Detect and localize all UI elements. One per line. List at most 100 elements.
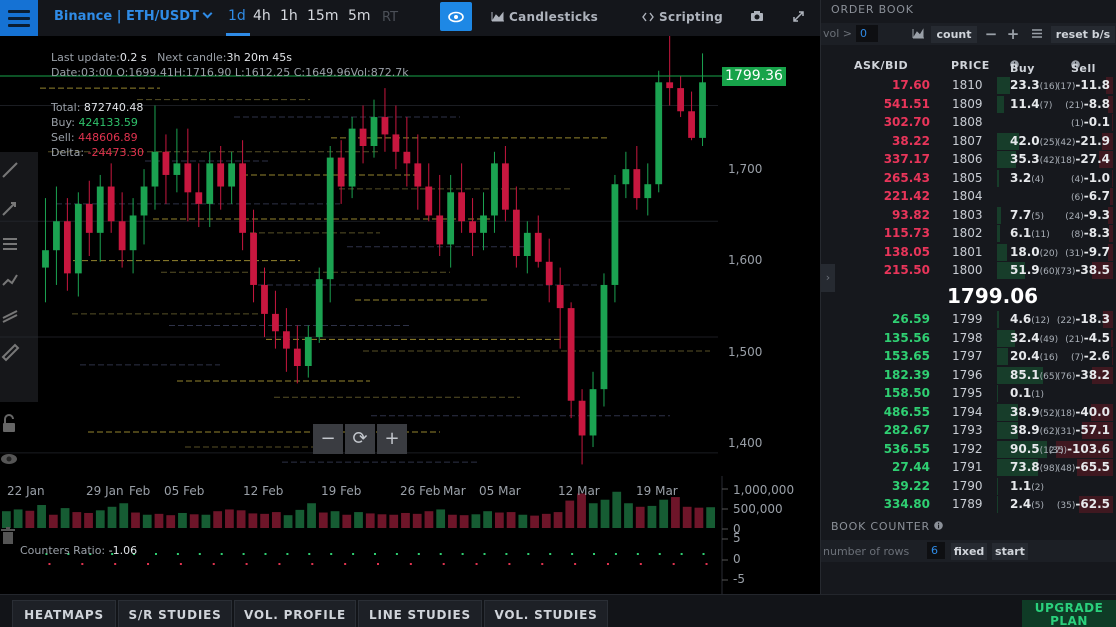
- horizontal-lines-icon[interactable]: [0, 234, 20, 254]
- volume-bar: [72, 512, 82, 528]
- bid-row[interactable]: 27.44 1791 73.8(98) (48)-65.5: [821, 458, 1116, 477]
- timeframe-1d[interactable]: 1d: [228, 8, 246, 24]
- zoom-in-button[interactable]: +: [377, 424, 407, 454]
- pair-selector[interactable]: Binance | ETH/USDT: [54, 8, 213, 24]
- info-icon[interactable]: [934, 521, 944, 530]
- timeframe-4h[interactable]: 4h: [253, 8, 271, 24]
- plus-button[interactable]: +: [1006, 25, 1020, 43]
- ask-row[interactable]: 17.60 1810 23.3(16) (17)-11.8: [821, 76, 1116, 95]
- ohlc-readout: Date:03:00 O:1699.41H:1716.90 L:1612.25 …: [51, 66, 409, 79]
- bid-row[interactable]: 158.50 1795 0.1(1): [821, 384, 1116, 403]
- bid-row[interactable]: 39.22 1790 1.1(2): [821, 477, 1116, 496]
- price-level: 1806: [952, 152, 983, 166]
- chart-area-icon[interactable]: [912, 28, 925, 39]
- price-chart[interactable]: Last update:0.2 s Next candle:3h 20m 45s…: [0, 36, 820, 594]
- bid-row[interactable]: 26.59 1799 4.6(12) (22)-18.3: [821, 310, 1116, 329]
- price-level: 1796: [952, 367, 983, 382]
- counter-dot: [245, 563, 248, 565]
- bid-row[interactable]: 334.80 1789 2.4(5) (35)-62.5: [821, 495, 1116, 514]
- header-sell: Sell: [1071, 60, 1096, 75]
- counter-dot: [377, 563, 379, 565]
- ruler-icon[interactable]: [0, 342, 20, 362]
- info-icon[interactable]: [1010, 60, 1019, 69]
- vol-filter-input[interactable]: 0: [856, 25, 878, 42]
- buy-volume-bar: [997, 477, 999, 495]
- candle-body: [545, 261, 553, 285]
- buy-volume-bar: [997, 262, 1025, 279]
- bid-row[interactable]: 182.39 1796 85.1(65) (76)-38.2: [821, 366, 1116, 385]
- list-icon[interactable]: [1031, 28, 1043, 39]
- candle-body: [523, 232, 531, 256]
- tab-vol-studies[interactable]: VOL. STUDIES: [484, 600, 608, 627]
- expand-icon[interactable]: [792, 10, 805, 23]
- camera-icon[interactable]: [750, 10, 764, 22]
- ask-amount: 302.70: [883, 115, 930, 129]
- counter-dot: [505, 553, 508, 555]
- start-button[interactable]: start: [992, 543, 1028, 560]
- bid-row[interactable]: 153.65 1797 20.4(16) (7)-2.6: [821, 347, 1116, 366]
- ask-row[interactable]: 38.22 1807 42.0(25) (42)-21.9: [821, 132, 1116, 151]
- tab-vol-profile[interactable]: VOL. PROFILE: [234, 600, 356, 627]
- reset-zoom-button[interactable]: ⟳: [345, 424, 375, 454]
- ask-row[interactable]: 265.43 1805 3.2(4) (4)-1.0: [821, 169, 1116, 188]
- channel-tool-icon[interactable]: [0, 306, 20, 326]
- fixed-button[interactable]: fixed: [951, 543, 987, 560]
- ask-row[interactable]: 302.70 1808 (1)-0.1: [821, 113, 1116, 132]
- unlock-icon[interactable]: [0, 414, 18, 434]
- count-button[interactable]: count: [931, 26, 977, 43]
- timeframe-rt[interactable]: RT: [382, 10, 399, 25]
- x-axis-label: 26 Feb: [400, 484, 441, 498]
- upgrade-plan-button[interactable]: UPGRADE PLAN: [1022, 600, 1116, 627]
- bid-row[interactable]: 135.56 1798 32.4(49) (21)-4.5: [821, 329, 1116, 348]
- ask-row[interactable]: 215.50 1800 51.9(60) (73)-38.5: [821, 261, 1116, 280]
- buy-quantity: 3.2(4): [1010, 170, 1045, 185]
- ask-row[interactable]: 541.51 1809 11.4(7) (21)-8.8: [821, 95, 1116, 114]
- candle-body: [129, 215, 137, 251]
- volume-bar: [659, 499, 669, 528]
- candle-body: [480, 215, 487, 233]
- volume-bar: [565, 500, 575, 528]
- tab-heatmaps[interactable]: HEATMAPS: [12, 600, 116, 627]
- line-tool-icon[interactable]: [0, 160, 20, 180]
- trash-icon[interactable]: [0, 527, 16, 545]
- volume-bar: [119, 503, 129, 528]
- candle-body: [250, 232, 257, 285]
- timeframe-15m[interactable]: 15m: [307, 8, 339, 24]
- candlesticks-button[interactable]: Candlesticks: [509, 10, 599, 24]
- counter-dot: [672, 563, 675, 565]
- x-axis-label: 19 Feb: [321, 484, 362, 498]
- chart-canvas[interactable]: [0, 36, 820, 594]
- rows-input[interactable]: 6: [927, 542, 945, 559]
- reset-buy-sell-button[interactable]: reset b/s: [1051, 26, 1115, 43]
- bid-row[interactable]: 536.55 1792 90.5(127) (35)-103.6: [821, 440, 1116, 459]
- trend-tool-icon[interactable]: [0, 270, 20, 290]
- bid-row[interactable]: 486.55 1794 38.9(52) (18)-40.0: [821, 403, 1116, 422]
- menu-button[interactable]: [0, 0, 38, 36]
- scripting-button[interactable]: Scripting: [659, 10, 724, 24]
- timeframe-1h[interactable]: 1h: [280, 8, 298, 24]
- tab-sr-studies[interactable]: S/R STUDIES: [118, 600, 232, 627]
- bid-row[interactable]: 282.67 1793 38.9(62) (31)-57.1: [821, 421, 1116, 440]
- order-book-header: ASK/BID PRICE Buy Sell: [821, 56, 1116, 75]
- volume-axis-label: 0: [733, 522, 741, 536]
- zoom-out-button[interactable]: −: [313, 424, 343, 454]
- counter-dot: [417, 553, 420, 555]
- chevron-right-icon[interactable]: ›: [821, 264, 835, 292]
- sell-quantity: (18)-27.4: [1056, 152, 1110, 166]
- minus-button[interactable]: −: [984, 25, 998, 43]
- ask-row[interactable]: 337.17 1806 35.3(42) (18)-27.4: [821, 150, 1116, 169]
- eye-icon[interactable]: [0, 452, 18, 466]
- volume-bar: [412, 513, 422, 528]
- ask-row[interactable]: 221.42 1804 (6)-6.7: [821, 187, 1116, 206]
- tab-line-studies[interactable]: LINE STUDIES: [358, 600, 482, 627]
- ask-row[interactable]: 115.73 1802 6.1(11) (8)-8.3: [821, 224, 1116, 243]
- candle-body: [600, 284, 608, 390]
- info-icon[interactable]: [1071, 60, 1080, 69]
- visibility-toggle-button[interactable]: [440, 2, 472, 31]
- order-book-controls: vol > 0 count − + reset b/s: [821, 23, 1116, 45]
- ask-row[interactable]: 93.82 1803 7.7(5) (24)-9.3: [821, 206, 1116, 225]
- timeframe-5m[interactable]: 5m: [348, 8, 371, 24]
- ray-tool-icon[interactable]: [0, 198, 20, 218]
- ask-row[interactable]: 138.05 1801 18.0(20) (31)-9.7: [821, 243, 1116, 262]
- candle-body: [359, 128, 367, 146]
